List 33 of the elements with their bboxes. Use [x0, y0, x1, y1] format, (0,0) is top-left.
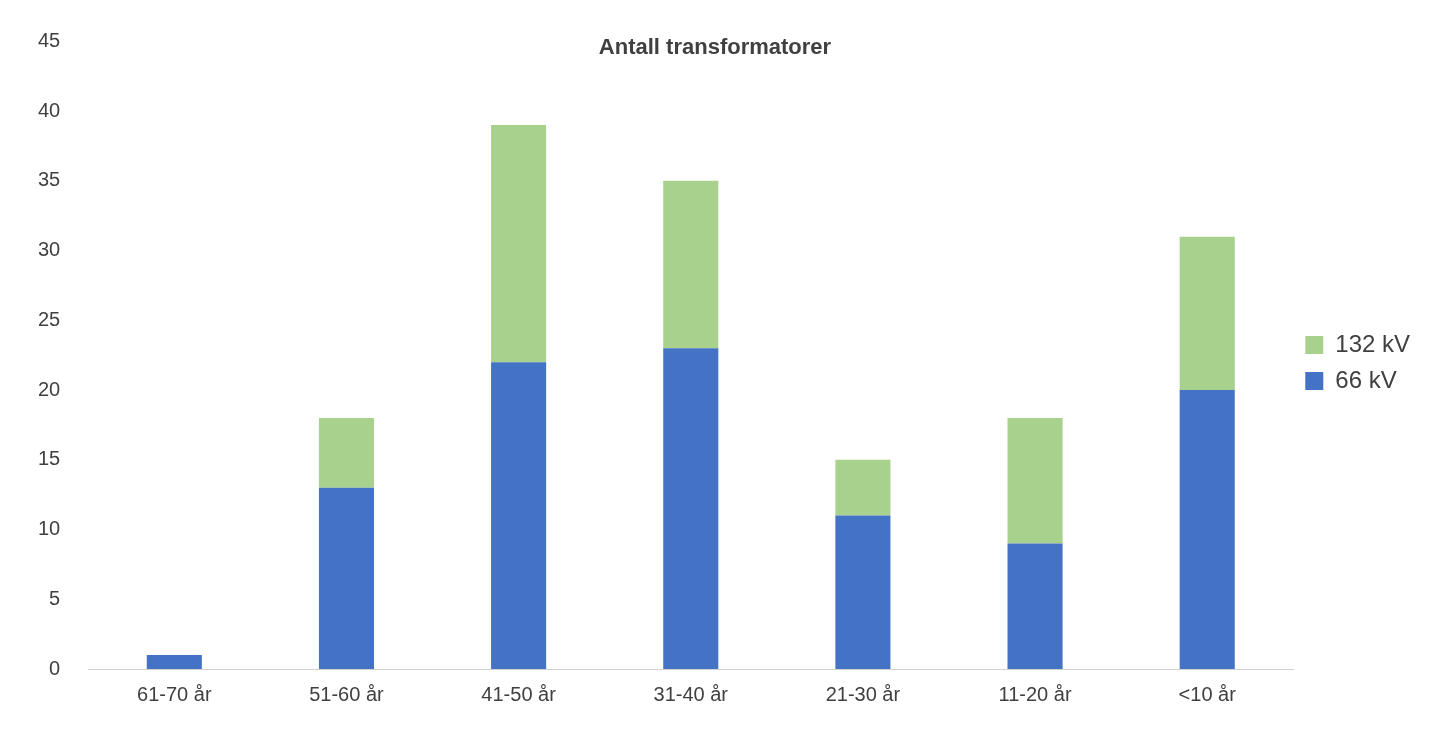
x-tick-label: 41-50 år: [481, 682, 557, 705]
bar: [835, 515, 891, 669]
x-tick-label: 11-20 år: [998, 682, 1072, 705]
bar: [663, 348, 719, 669]
bar: [318, 487, 375, 669]
y-tick-label: 5: [49, 586, 61, 609]
y-tick-label: 30: [38, 238, 61, 261]
y-tick-label: 45: [38, 28, 61, 51]
bar: [491, 125, 547, 363]
x-tick-label: 61-70 år: [137, 682, 212, 705]
bar: [146, 655, 202, 669]
bar: [318, 417, 375, 488]
legend-label: 66 kV: [1335, 365, 1397, 393]
bar: [1179, 390, 1235, 669]
y-tick-label: 10: [38, 517, 61, 540]
y-tick-label: 15: [38, 447, 61, 470]
x-tick-label: 31-40 år: [653, 682, 729, 705]
legend-label: 132 kV: [1335, 329, 1410, 357]
x-tick-label: 51-60 år: [309, 682, 385, 705]
bar: [1007, 417, 1063, 544]
y-tick-label: 0: [49, 656, 61, 679]
bar: [1007, 543, 1063, 669]
bar: [491, 362, 547, 669]
y-tick-label: 20: [38, 377, 61, 400]
y-tick-label: 25: [38, 307, 61, 330]
bar: [663, 180, 719, 349]
bar: [1179, 236, 1235, 391]
bar: [835, 459, 891, 516]
y-tick-label: 35: [38, 168, 61, 191]
y-tick-label: 40: [38, 98, 61, 121]
chart-title: Antall transformatorer: [598, 34, 832, 60]
x-tick-label: <10 år: [1178, 682, 1237, 705]
x-tick-label: 21-30 år: [825, 682, 901, 705]
